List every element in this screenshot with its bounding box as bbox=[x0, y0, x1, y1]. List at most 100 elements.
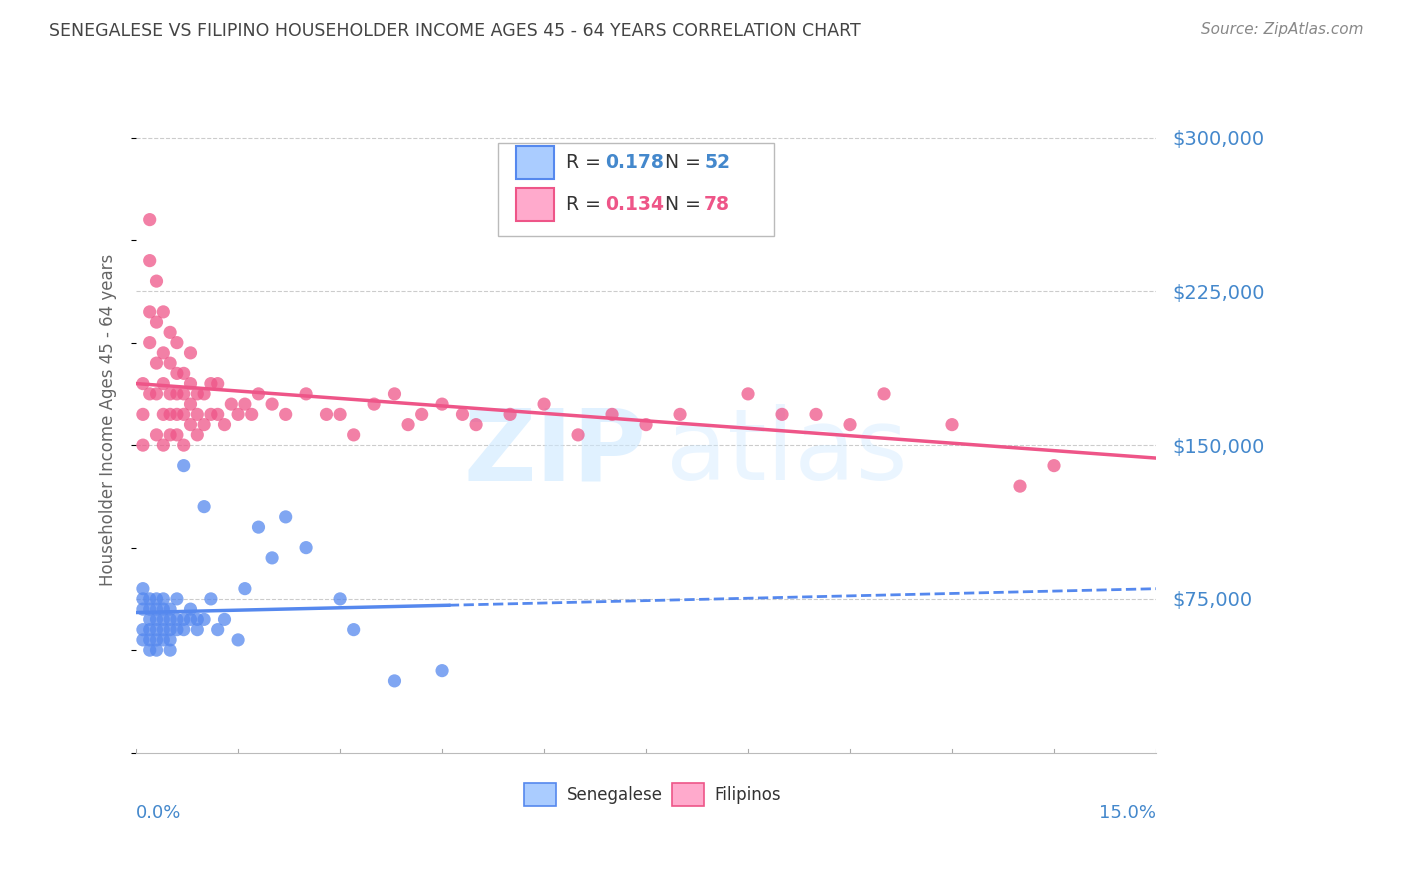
Text: 15.0%: 15.0% bbox=[1099, 804, 1156, 822]
Text: 0.0%: 0.0% bbox=[136, 804, 181, 822]
Point bbox=[411, 408, 433, 422]
Point bbox=[132, 591, 155, 606]
Text: 0.134: 0.134 bbox=[605, 194, 664, 214]
Point bbox=[214, 417, 236, 432]
FancyBboxPatch shape bbox=[516, 146, 554, 179]
Point bbox=[804, 408, 827, 422]
Point bbox=[152, 623, 174, 637]
Point bbox=[186, 623, 208, 637]
Point bbox=[343, 428, 366, 442]
Point bbox=[179, 417, 201, 432]
Point bbox=[166, 612, 188, 626]
Point bbox=[396, 417, 419, 432]
Point bbox=[384, 387, 406, 401]
Point bbox=[179, 397, 201, 411]
Point bbox=[145, 428, 167, 442]
Point bbox=[166, 335, 188, 350]
Point bbox=[152, 591, 174, 606]
Point bbox=[138, 623, 160, 637]
Point bbox=[567, 428, 589, 442]
Point bbox=[186, 612, 208, 626]
Text: Source: ZipAtlas.com: Source: ZipAtlas.com bbox=[1201, 22, 1364, 37]
Point bbox=[159, 408, 181, 422]
Point bbox=[600, 408, 623, 422]
Point bbox=[159, 428, 181, 442]
Point bbox=[152, 376, 174, 391]
Point bbox=[138, 591, 160, 606]
Point bbox=[200, 376, 222, 391]
Point bbox=[207, 408, 229, 422]
Point bbox=[430, 397, 453, 411]
Point bbox=[138, 212, 160, 227]
Point bbox=[152, 346, 174, 360]
Point bbox=[465, 417, 488, 432]
Point bbox=[159, 602, 181, 616]
Text: 52: 52 bbox=[704, 153, 730, 172]
Point bbox=[200, 408, 222, 422]
Point bbox=[173, 623, 195, 637]
Point bbox=[152, 632, 174, 647]
Point bbox=[166, 591, 188, 606]
Point bbox=[132, 582, 155, 596]
Point bbox=[173, 387, 195, 401]
Point bbox=[173, 612, 195, 626]
Point bbox=[226, 408, 249, 422]
Point bbox=[873, 387, 896, 401]
Point bbox=[207, 376, 229, 391]
Point bbox=[173, 367, 195, 381]
Point bbox=[152, 602, 174, 616]
Point bbox=[138, 387, 160, 401]
Point bbox=[221, 397, 243, 411]
Point bbox=[138, 632, 160, 647]
Point bbox=[430, 664, 453, 678]
Point bbox=[274, 509, 297, 524]
Point bbox=[132, 438, 155, 452]
Point bbox=[138, 305, 160, 319]
FancyBboxPatch shape bbox=[498, 143, 773, 236]
Point bbox=[329, 591, 352, 606]
Point bbox=[159, 387, 181, 401]
Point bbox=[207, 623, 229, 637]
Text: R =: R = bbox=[567, 194, 607, 214]
Point bbox=[145, 356, 167, 370]
Point bbox=[152, 408, 174, 422]
Point bbox=[839, 417, 862, 432]
Text: Senegalese: Senegalese bbox=[567, 786, 662, 804]
Point bbox=[262, 550, 284, 565]
Point bbox=[159, 643, 181, 657]
Point bbox=[186, 428, 208, 442]
Point bbox=[145, 632, 167, 647]
Point bbox=[634, 417, 657, 432]
Point bbox=[262, 397, 284, 411]
Point bbox=[499, 408, 522, 422]
Point bbox=[138, 612, 160, 626]
Point bbox=[132, 623, 155, 637]
Point bbox=[159, 326, 181, 340]
Text: R =: R = bbox=[567, 153, 607, 172]
Point bbox=[179, 376, 201, 391]
Text: N =: N = bbox=[654, 153, 707, 172]
Point bbox=[159, 356, 181, 370]
Text: atlas: atlas bbox=[666, 404, 908, 501]
Point bbox=[186, 408, 208, 422]
Point bbox=[295, 541, 318, 555]
Point bbox=[173, 438, 195, 452]
Text: SENEGALESE VS FILIPINO HOUSEHOLDER INCOME AGES 45 - 64 YEARS CORRELATION CHART: SENEGALESE VS FILIPINO HOUSEHOLDER INCOM… bbox=[49, 22, 860, 40]
Point bbox=[193, 612, 215, 626]
Point bbox=[315, 408, 337, 422]
Point bbox=[145, 387, 167, 401]
Point bbox=[240, 408, 263, 422]
Point bbox=[159, 623, 181, 637]
Point bbox=[247, 387, 270, 401]
Point bbox=[247, 520, 270, 534]
Point bbox=[145, 274, 167, 288]
Point bbox=[145, 623, 167, 637]
Text: Filipinos: Filipinos bbox=[714, 786, 780, 804]
Point bbox=[1008, 479, 1031, 493]
Point bbox=[451, 408, 474, 422]
Point bbox=[941, 417, 963, 432]
Point bbox=[145, 591, 167, 606]
Point bbox=[193, 387, 215, 401]
Point bbox=[274, 408, 297, 422]
Point bbox=[226, 632, 249, 647]
